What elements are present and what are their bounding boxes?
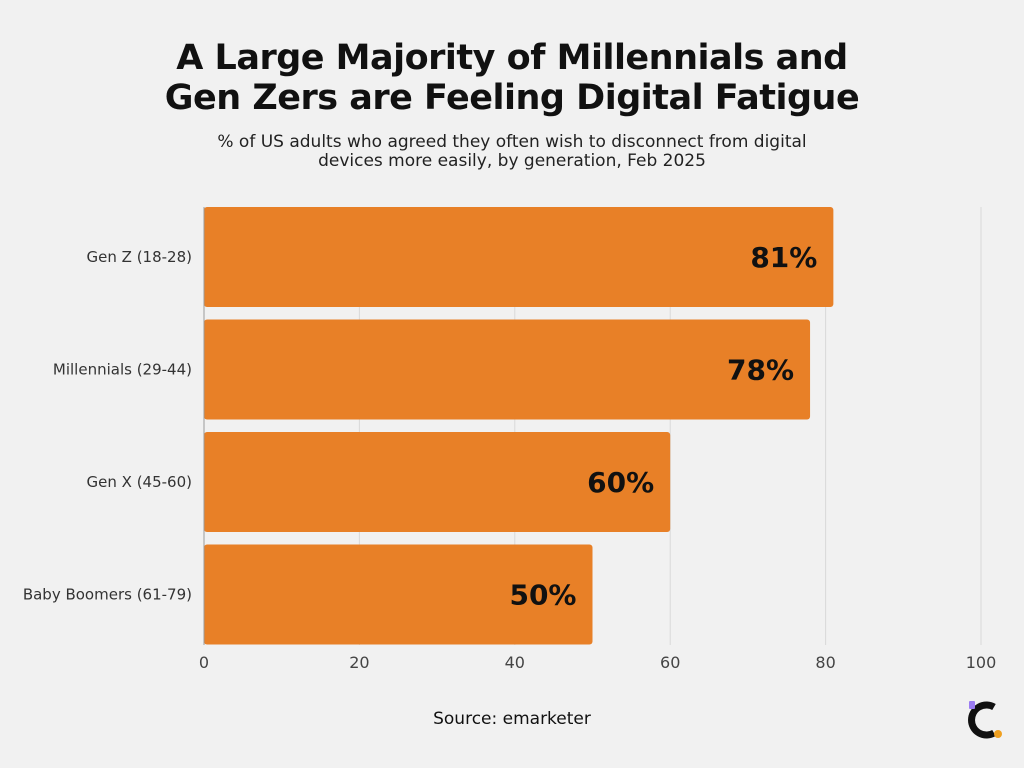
x-tick-label-2: 40 <box>505 653 525 672</box>
x-tick-label-5: 100 <box>966 653 997 672</box>
chart-subtitle: % of US adults who agreed they often wis… <box>0 133 1024 171</box>
chart-title-line-2: Gen Zers are Feeling Digital Fatigue <box>164 78 860 118</box>
category-label-2: Gen X (45-60) <box>87 473 192 491</box>
chart-title: A Large Majority of Millennials and Gen … <box>0 38 1024 118</box>
bar-3 <box>204 544 593 645</box>
data-label-0: 81% <box>750 241 817 274</box>
bar-0 <box>204 207 834 307</box>
bar-1 <box>204 319 811 420</box>
chart-title-line-1: A Large Majority of Millennials and <box>176 38 848 78</box>
x-tick-label-0: 0 <box>199 653 209 672</box>
c-letter-logo-icon <box>968 701 1002 739</box>
x-tick-label-1: 20 <box>349 653 369 672</box>
x-tick-label-4: 80 <box>815 653 835 672</box>
x-tick-label-3: 60 <box>660 653 680 672</box>
category-label-3: Baby Boomers (61-79) <box>23 586 192 604</box>
data-label-2: 60% <box>587 466 654 499</box>
chart-subtitle-line-1: % of US adults who agreed they often wis… <box>217 132 807 152</box>
data-label-1: 78% <box>727 354 794 387</box>
category-label-1: Millennials (29-44) <box>53 361 192 379</box>
bar-2 <box>204 432 671 532</box>
data-label-3: 50% <box>509 579 576 612</box>
source-note: Source: emarketer <box>433 709 591 729</box>
category-label-0: Gen Z (18-28) <box>87 248 192 266</box>
chart-subtitle-line-2: devices more easily, by generation, Feb … <box>318 151 706 171</box>
